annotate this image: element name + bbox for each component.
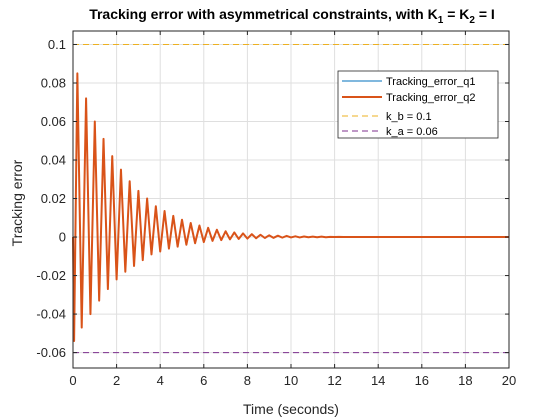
y-axis-label: Tracking error [9, 159, 25, 246]
y-tick-label: 0.04 [41, 153, 66, 168]
x-tick-label: 16 [415, 373, 429, 388]
x-tick-label: 6 [200, 373, 207, 388]
y-tick-label: 0.02 [41, 191, 66, 206]
x-tick-label: 0 [69, 373, 76, 388]
x-tick-label: 14 [371, 373, 385, 388]
y-tick-label: 0.1 [48, 37, 66, 52]
series-line-q2 [72, 72, 509, 343]
x-tick-label: 10 [284, 373, 298, 388]
ticks: 0 2 4 6 8 10 12 14 16 18 20 -0.06 -0.04 -0.02 0 0.02 0.0… [36, 31, 516, 388]
legend: Tracking_error_q1 Tracking_error_q2 k_b … [337, 70, 499, 139]
x-tick-label: 18 [458, 373, 472, 388]
x-tick-label: 20 [502, 373, 516, 388]
legend-label-q2: Tracking_error_q2 [386, 92, 475, 104]
y-tick-label: 0.08 [41, 75, 66, 90]
chart-title: Tracking error with asymmetrical constra… [89, 6, 495, 26]
x-tick-label: 4 [157, 373, 164, 388]
x-axis-label: Time (seconds) [243, 401, 339, 417]
x-tick-label: 8 [244, 373, 251, 388]
constraint-lines [73, 43, 509, 354]
y-tick-label: 0 [59, 230, 66, 245]
y-tick-label: 0.06 [41, 114, 66, 129]
legend-box [337, 70, 499, 139]
legend-label-ka: k_a = 0.06 [386, 126, 438, 138]
legend-label-kb: k_b = 0.1 [386, 111, 432, 123]
series-lines [72, 72, 509, 343]
y-tick-label: -0.06 [36, 345, 66, 360]
legend-label-q1: Tracking_error_q1 [386, 76, 475, 88]
x-tick-label: 2 [113, 373, 120, 388]
y-tick-label: -0.04 [36, 307, 66, 322]
y-tick-label: -0.02 [36, 268, 66, 283]
x-tick-label: 12 [327, 373, 341, 388]
